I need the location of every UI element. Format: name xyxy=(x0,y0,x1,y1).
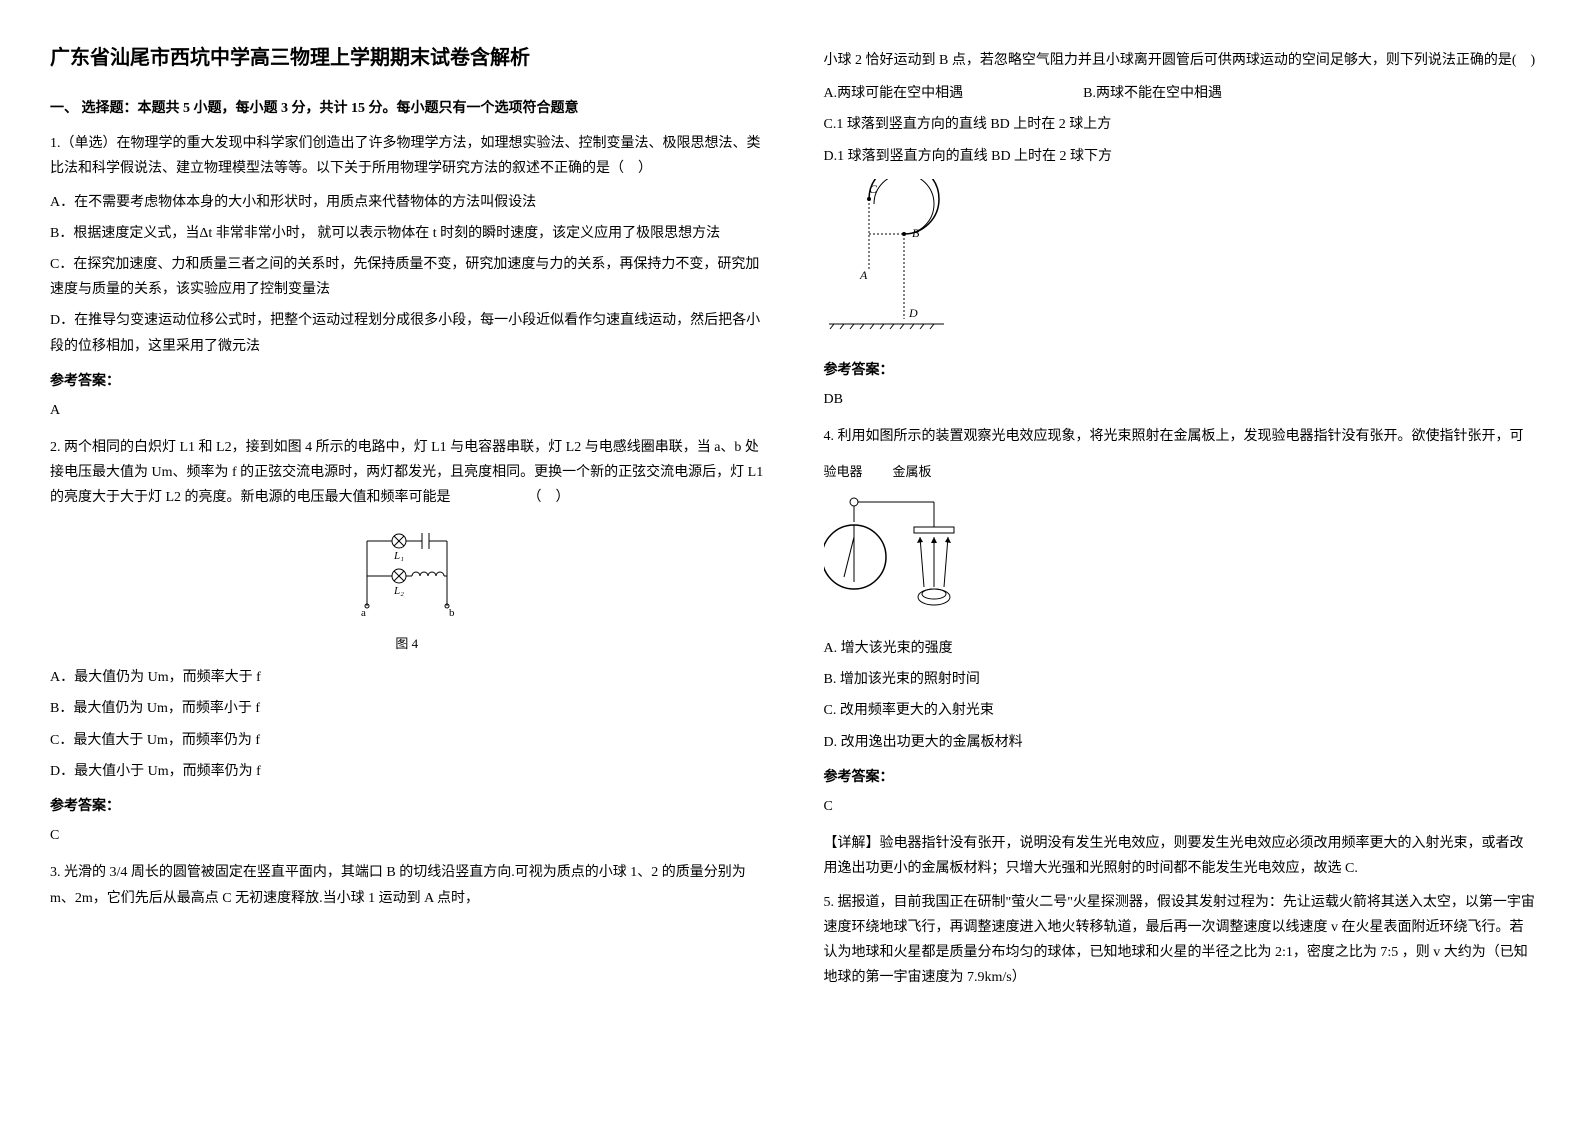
q3-stem: 3. 光滑的 3/4 周长的圆管被固定在竖直平面内，其端口 B 的切线沿竖直方向… xyxy=(50,860,764,910)
q2-answer: C xyxy=(50,823,764,848)
q3-stem-cont: 小球 2 恰好运动到 B 点，若忽略空气阻力并且小球离开圆管后可供两球运动的空间… xyxy=(824,48,1538,73)
q2-option-a: A．最大值仍为 Um，而频率大于 f xyxy=(50,665,764,690)
q2-option-c: C．最大值大于 Um，而频率仍为 f xyxy=(50,728,764,753)
circle-pipe-icon: C B A D xyxy=(824,179,954,339)
q4-ref-label: 参考答案： xyxy=(824,765,1538,790)
q1-option-b: B．根据速度定义式，当Δt 非常非常小时， 就可以表示物体在 t 时刻的瞬时速度… xyxy=(50,221,764,246)
q2-option-d: D．最大值小于 Um，而频率仍为 f xyxy=(50,759,764,784)
q4-detail: 【详解】验电器指针没有张开，说明没有发生光电效应，则要发生光电效应必须改用频率更… xyxy=(824,831,1538,881)
circuit-icon: L₁ L₂ a b xyxy=(337,521,477,621)
q4-answer: C xyxy=(824,794,1538,819)
q3-option-c: C.1 球落到竖直方向的直线 BD 上时在 2 球上方 xyxy=(824,112,1538,137)
q2-figure: L₁ L₂ a b 图 4 xyxy=(50,521,764,656)
q5-stem: 5. 据报道，目前我国正在研制"萤火二号"火星探测器，假设其发射过程为：先让运载… xyxy=(824,890,1538,991)
q4-figure: 验电器 金属板 xyxy=(824,460,1538,627)
q2-figure-caption: 图 4 xyxy=(50,632,764,655)
q1-ref-label: 参考答案： xyxy=(50,369,764,394)
q2-ref-label: 参考答案： xyxy=(50,794,764,819)
q3-options-ab: A.两球可能在空中相遇 B.两球不能在空中相遇 xyxy=(824,81,1538,106)
page-title: 广东省汕尾市西坑中学高三物理上学期期末试卷含解析 xyxy=(50,40,764,76)
q4-option-a: A. 增大该光束的强度 xyxy=(824,636,1538,661)
q3-option-d: D.1 球落到竖直方向的直线 BD 上时在 2 球下方 xyxy=(824,144,1538,169)
q1-option-d: D．在推导匀变速运动位移公式时，把整个运动过程划分成很多小段，每一小段近似看作匀… xyxy=(50,308,764,358)
q1-option-c: C．在探究加速度、力和质量三者之间的关系时，先保持质量不变，研究加速度与力的关系… xyxy=(50,252,764,302)
svg-text:A: A xyxy=(859,268,868,282)
q3-option-b: B.两球不能在空中相遇 xyxy=(1083,81,1222,106)
svg-text:C: C xyxy=(869,182,878,196)
q2-option-b: B．最大值仍为 Um，而频率小于 f xyxy=(50,696,764,721)
svg-text:L₂: L₂ xyxy=(393,585,404,597)
q1-answer: A xyxy=(50,398,764,423)
photoelectric-icon xyxy=(824,487,984,617)
left-column: 广东省汕尾市西坑中学高三物理上学期期末试卷含解析 一、 选择题：本题共 5 小题… xyxy=(50,40,764,998)
svg-text:b: b xyxy=(449,607,455,619)
svg-text:L₁: L₁ xyxy=(393,550,404,562)
section-1-heading: 一、 选择题：本题共 5 小题，每小题 3 分，共计 15 分。每小题只有一个选… xyxy=(50,96,764,121)
q4-label-electroscope: 验电器 xyxy=(824,460,863,483)
svg-text:a: a xyxy=(361,607,366,619)
q3-answer: DB xyxy=(824,387,1538,412)
q1-option-a: A．在不需要考虑物体本身的大小和形状时，用质点来代替物体的方法叫假设法 xyxy=(50,190,764,215)
q1-stem: 1.（单选）在物理学的重大发现中科学家们创造出了许多物理学方法，如理想实验法、控… xyxy=(50,131,764,181)
q4-option-b: B. 增加该光束的照射时间 xyxy=(824,667,1538,692)
q3-figure: C B A D xyxy=(824,179,1538,348)
q4-option-d: D. 改用逸出功更大的金属板材料 xyxy=(824,730,1538,755)
svg-text:B: B xyxy=(912,226,920,240)
q3-option-a: A.两球可能在空中相遇 xyxy=(824,81,964,106)
q4-label-metal-plate: 金属板 xyxy=(893,460,932,483)
q4-option-a-text: A. 增大该光束的强度 xyxy=(824,641,953,656)
q2-stem: 2. 两个相同的白炽灯 L1 和 L2，接到如图 4 所示的电路中，灯 L1 与… xyxy=(50,435,764,511)
svg-text:D: D xyxy=(908,306,918,320)
right-column: 小球 2 恰好运动到 B 点，若忽略空气阻力并且小球离开圆管后可供两球运动的空间… xyxy=(824,40,1538,998)
q3-ref-label: 参考答案： xyxy=(824,358,1538,383)
q4-stem: 4. 利用如图所示的装置观察光电效应现象，将光束照射在金属板上，发现验电器指针没… xyxy=(824,424,1538,449)
q4-option-c: C. 改用频率更大的入射光束 xyxy=(824,698,1538,723)
